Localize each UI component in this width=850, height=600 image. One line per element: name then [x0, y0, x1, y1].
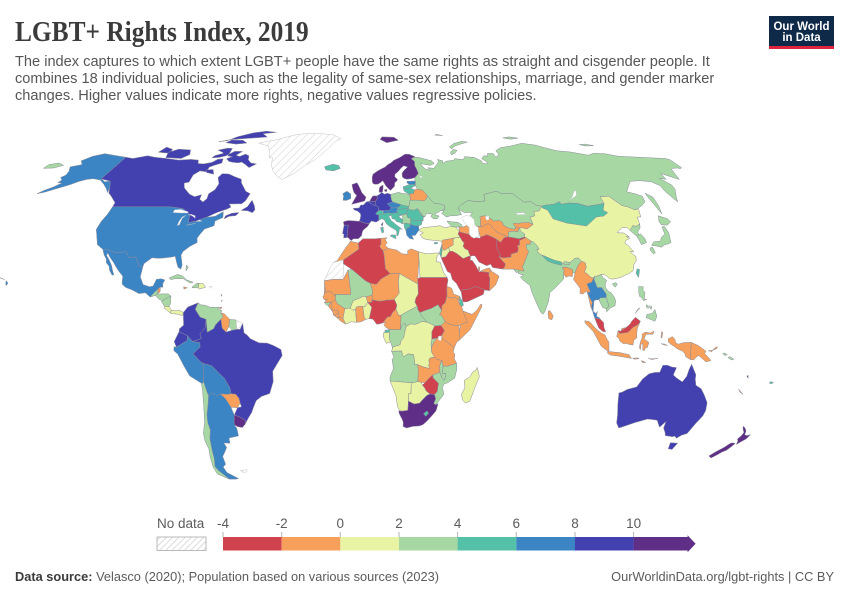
svg-text:4: 4	[454, 516, 462, 531]
svg-text:No data: No data	[157, 516, 205, 531]
svg-text:10: 10	[626, 516, 641, 531]
svg-text:-2: -2	[276, 516, 288, 531]
svg-text:0: 0	[337, 516, 345, 531]
svg-text:6: 6	[513, 516, 521, 531]
svg-text:-4: -4	[217, 516, 229, 531]
svg-text:2: 2	[395, 516, 403, 531]
svg-text:8: 8	[571, 516, 579, 531]
